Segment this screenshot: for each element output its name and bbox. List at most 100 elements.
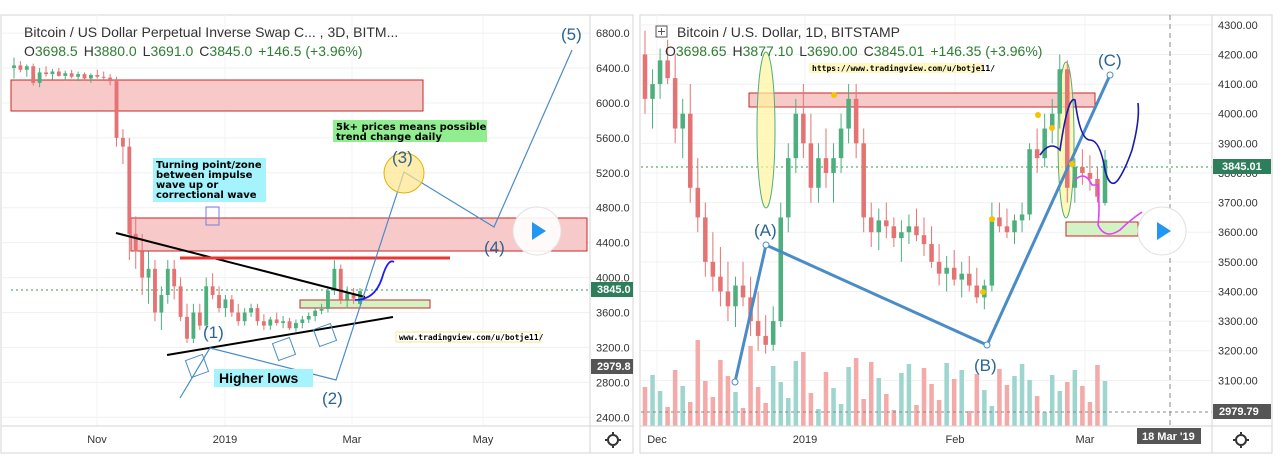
right-price-badge: 3845.01 bbox=[1222, 161, 1262, 173]
candle-body bbox=[255, 308, 260, 322]
candle bbox=[695, 158, 701, 233]
volume-bar bbox=[816, 409, 821, 426]
candle bbox=[755, 291, 761, 351]
candle-body bbox=[680, 113, 685, 129]
volume-bar bbox=[793, 361, 799, 426]
candle bbox=[672, 54, 678, 144]
y-tick-label: 6400.0 bbox=[596, 63, 630, 75]
left-low-badge: 2979.8 bbox=[597, 361, 631, 373]
candle-body bbox=[294, 322, 298, 329]
marker-dot-1 bbox=[831, 92, 837, 98]
y-tick-label: 2400.0 bbox=[596, 412, 630, 424]
candle-body bbox=[261, 321, 266, 326]
candle bbox=[929, 226, 934, 268]
volume-bar bbox=[1034, 396, 1040, 426]
candle-body bbox=[69, 73, 74, 77]
volume-bar bbox=[891, 410, 897, 426]
candle-body bbox=[657, 60, 663, 85]
candle bbox=[1057, 54, 1063, 129]
candle bbox=[974, 267, 980, 304]
volume-bar bbox=[914, 405, 919, 426]
candle bbox=[18, 61, 23, 73]
volume-bar bbox=[846, 367, 851, 426]
left-url-bg bbox=[395, 331, 541, 343]
volume-bar bbox=[763, 403, 768, 426]
left-low-box-1 bbox=[184, 353, 210, 379]
volume-bar bbox=[748, 346, 753, 426]
candle-body bbox=[868, 217, 874, 233]
candle bbox=[786, 143, 791, 233]
candle-body bbox=[967, 273, 972, 286]
candle bbox=[204, 277, 209, 330]
volume-bar bbox=[1027, 380, 1032, 426]
candle-body bbox=[650, 84, 655, 99]
candle-body bbox=[801, 113, 806, 144]
left-play-button[interactable] bbox=[512, 206, 562, 256]
volume-bar bbox=[974, 374, 980, 426]
left-ohlc: O3698.5 H3880.0 L3691.0 C3845.0 +146.5 (+3.9… bbox=[24, 43, 363, 59]
volume-bar bbox=[687, 402, 693, 426]
y-tick-label: 2800.0 bbox=[596, 377, 630, 389]
candle-body bbox=[929, 244, 934, 262]
y-tick-label: 4800.0 bbox=[596, 203, 630, 215]
volume-bar bbox=[951, 379, 957, 426]
volume-bar bbox=[801, 352, 806, 426]
candle-body bbox=[319, 309, 324, 311]
candle-body bbox=[76, 74, 80, 77]
candle-body bbox=[63, 73, 68, 76]
left-ascending-trendline bbox=[166, 316, 394, 356]
volume-bar bbox=[876, 378, 882, 426]
candle-body bbox=[345, 293, 350, 300]
left-support-zone bbox=[299, 299, 431, 309]
candle bbox=[197, 303, 202, 330]
plus-square-icon[interactable] bbox=[655, 25, 668, 38]
candle bbox=[178, 277, 183, 322]
right-play-button[interactable] bbox=[1137, 206, 1187, 256]
x-tick-label: Nov bbox=[87, 434, 107, 446]
candle bbox=[140, 233, 145, 296]
candle bbox=[906, 214, 912, 245]
marker-dot-3 bbox=[980, 289, 986, 295]
candle-body bbox=[178, 286, 183, 317]
candle bbox=[223, 295, 228, 317]
left-settings-button[interactable] bbox=[605, 432, 621, 448]
wave-point-b bbox=[983, 341, 991, 349]
candle-body bbox=[823, 158, 829, 173]
right-settings-button[interactable] bbox=[1233, 432, 1249, 448]
y-tick-label: 4400.0 bbox=[596, 238, 630, 250]
wave-point-a bbox=[762, 241, 770, 249]
candle-body bbox=[838, 128, 844, 159]
volume-bar bbox=[884, 394, 889, 426]
candle-body bbox=[242, 312, 247, 322]
candle bbox=[274, 312, 279, 326]
left-projection-curve bbox=[354, 260, 395, 301]
wave-label-5: (5) bbox=[561, 25, 582, 44]
candle-body bbox=[127, 146, 132, 234]
candle bbox=[997, 202, 1002, 233]
candle bbox=[133, 216, 138, 269]
higher-lows-note: Higher lows bbox=[219, 370, 299, 386]
volume-bar bbox=[740, 408, 746, 426]
volume-bar bbox=[703, 381, 708, 426]
marker-dot-2 bbox=[989, 216, 995, 222]
wave-label-2: (2) bbox=[322, 389, 343, 408]
candle bbox=[37, 68, 42, 88]
y-tick-label: 4000.0 bbox=[596, 273, 630, 285]
candle-body bbox=[332, 268, 337, 291]
candle bbox=[642, 30, 648, 114]
volume-bar bbox=[1042, 412, 1047, 426]
x-tick-label: 2019 bbox=[793, 434, 817, 446]
candle-body bbox=[338, 268, 343, 300]
candle bbox=[959, 261, 964, 298]
left-price-axis: 2400.0 2800.0 3200.0 3600.0 4000.0 4400.0 4800… bbox=[596, 28, 630, 424]
candle-body bbox=[108, 77, 113, 82]
volume-bar bbox=[899, 373, 904, 426]
candle bbox=[236, 303, 241, 326]
candle bbox=[313, 308, 318, 322]
right-candles bbox=[642, 30, 1108, 354]
y-tick-label: 3300.00 bbox=[1218, 316, 1258, 328]
volume-bar bbox=[650, 375, 655, 426]
y-tick-label: 3600.0 bbox=[596, 307, 630, 319]
candle-body bbox=[974, 285, 980, 298]
fivek-note: 5k+ prices means possible trend change d… bbox=[336, 122, 490, 143]
